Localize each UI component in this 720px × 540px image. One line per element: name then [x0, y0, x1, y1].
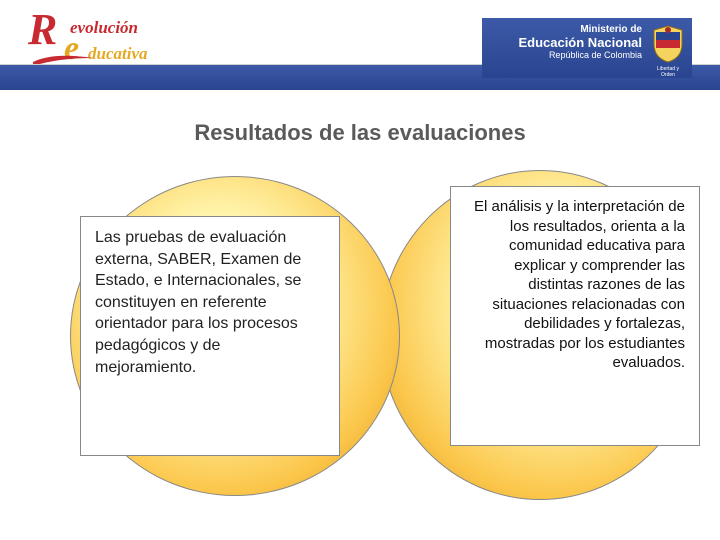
logo-word-evolucion: evolución [70, 18, 138, 38]
content-region: Las pruebas de evaluación externa, SABER… [0, 176, 720, 536]
logo-revolucion-educativa: R evolución e ducativa [28, 10, 188, 66]
header: R evolución e ducativa Ministerio de Edu… [0, 0, 720, 72]
logo-letter-r: R [28, 4, 57, 55]
ministerio-line1: Ministerio de [492, 24, 642, 35]
logo-word-ducativa: ducativa [88, 44, 148, 64]
shield-icon [650, 24, 686, 64]
ministerio-line2: Educación Nacional [492, 35, 642, 50]
ministerio-footer: Libertad y Orden [650, 66, 686, 78]
logo-ministerio: Ministerio de Educación Nacional Repúbli… [482, 18, 692, 78]
right-panel-text: El análisis y la interpretación de los r… [450, 186, 700, 446]
left-panel-text: Las pruebas de evaluación externa, SABER… [80, 216, 340, 456]
ministerio-line3: República de Colombia [492, 50, 642, 60]
page-title: Resultados de las evaluaciones [0, 120, 720, 146]
